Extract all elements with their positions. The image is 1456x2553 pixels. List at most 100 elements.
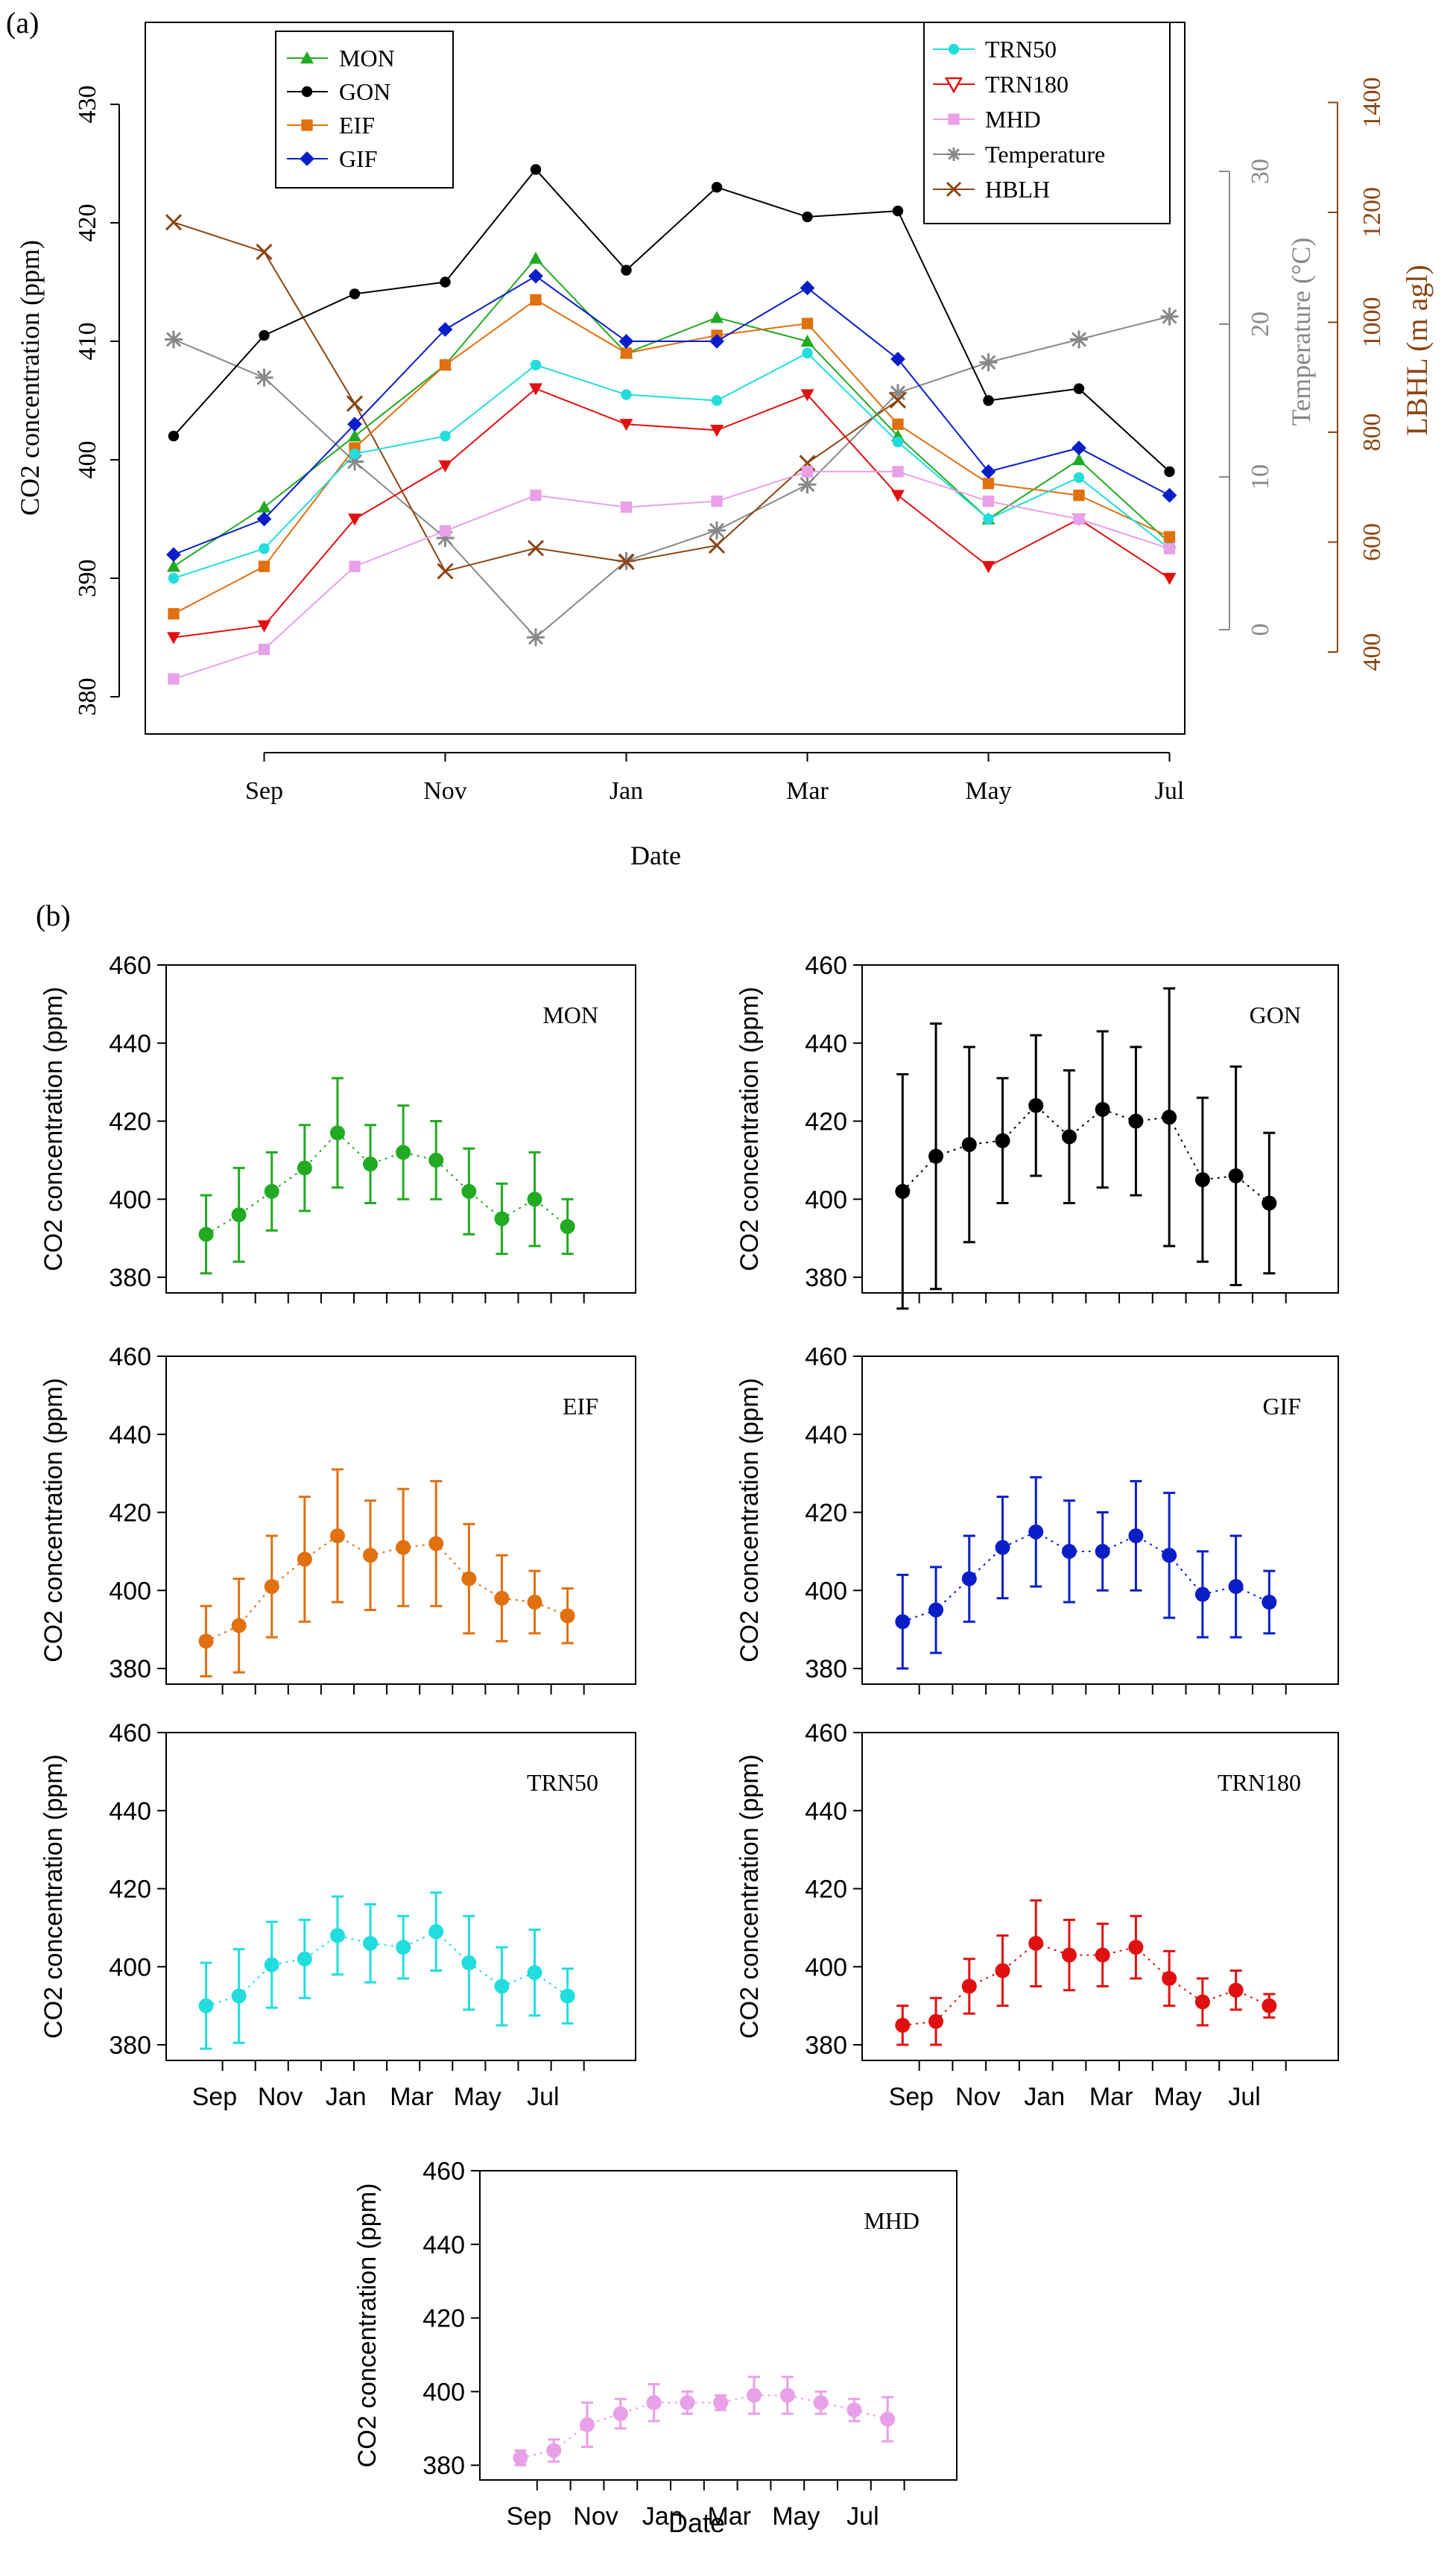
series-gif-point [166,547,181,563]
subplot-eif-point [297,1551,312,1567]
temperature-point-d2 [709,522,725,538]
series-trn50-point [349,448,361,460]
series-mhd-point [439,525,452,537]
series-trn50-line [173,352,1171,579]
subplot-gif-point [895,1614,911,1630]
subplot-eif-point [527,1595,542,1610]
hblh-point-b [889,392,907,409]
series-gon-point [259,329,270,341]
series-gif-point [256,511,272,527]
series-trn180-point [348,513,361,526]
series-gon-point [711,182,723,193]
subplot-mhd-y-tick-label: 400 [422,2378,465,2406]
subplot-mhd-point [880,2411,896,2427]
subplot-mhd-point [546,2443,562,2458]
series-trn180-point [619,419,633,431]
temp-axis-title: Temperature (°C) [1286,238,1316,426]
y-tick-label-a: 420 [74,204,101,242]
subplot-mon-point [560,1218,575,1234]
subplot-mhd-point [613,2406,628,2422]
subplot-mon-y-title: CO2 concentration (ppm) [39,987,68,1271]
series-mon-line [173,257,1171,567]
temperature-point [527,628,545,647]
subplot-trn180-point [1228,1982,1244,1998]
subplot-trn50-x-tick-label: Nov [258,2083,303,2111]
subplot-eif-title: EIF [563,1393,598,1420]
subplot-gif-point [1162,1548,1177,1563]
subplot-mhd-title: MHD [864,2207,920,2234]
series-gon-point [349,288,361,300]
series-trn50-point [1073,472,1085,484]
subplot-gif-y-tick-label: 420 [805,1499,847,1528]
series-eif-point [439,359,452,371]
y-tick-label-a: 380 [74,678,101,716]
subplot-eif-point [363,1548,379,1563]
series-mhd-point [711,496,723,507]
legend-a-entry: MHD [985,106,1041,133]
series-mhd-point [892,466,904,478]
series-mhd-point [258,643,270,656]
subplot-trn180-x-tick-label: Jan [1024,2083,1065,2111]
hblh-point [708,537,726,554]
subplot-gif-point [1194,1586,1210,1602]
subplot-gon-y-tick-label: 460 [805,952,847,980]
temperature-point [979,353,998,372]
temperature-point [165,330,183,349]
subplot-mon-title: MON [542,1002,598,1028]
subplot-trn50-point [461,1955,477,1971]
hblh-point [346,395,364,412]
subplot-trn180-point [1194,1994,1210,2010]
subplot-trn50-x-tick-label: May [454,2083,501,2111]
legend-a-entry: Temperature [985,141,1105,168]
series-mon-point [167,560,180,572]
subplot-gif-point [1228,1579,1244,1595]
series-gon-point [1073,383,1085,394]
series-trn50-point [621,389,632,400]
subplot-mon-y-tick-label: 380 [109,1264,151,1292]
series-mhd-point [1073,513,1085,525]
series-trn50-point [892,436,904,448]
subplot-eif-point [264,1579,279,1595]
lbhl-tick-label: 600 [1358,523,1386,561]
subplot-trn180-point [961,1978,977,1994]
x-tick-label-a: Jan [610,777,643,805]
subplot-eif-y-title: CO2 concentration (ppm) [39,1378,68,1663]
series-mon-point [257,500,271,513]
legend-a-marker [948,113,960,125]
subplot-mhd-x-tick-label: Jul [846,2502,879,2531]
subplot-trn50-x-tick-label: Mar [390,2083,434,2111]
series-trn180-point [1162,572,1177,585]
series-gif-point [890,351,905,367]
subplot-trn180-point [1262,1998,1277,2013]
temperature-point [708,521,726,540]
subplot-trn180-point [1061,1947,1077,1963]
series-eif-point [1163,531,1176,542]
subplot-eif-frame [165,1355,636,1685]
subplot-gif-point [1262,1595,1277,1610]
subplot-trn180-y-tick-label: 440 [805,1797,847,1826]
subplot-gif-y-tick-label: 440 [805,1421,847,1449]
subplot-gif-point [1028,1524,1044,1540]
subplot-mon-point [494,1211,510,1227]
subplot-trn180-point [1095,1947,1110,1963]
series-trn180-point [800,389,814,402]
series-gif-point [709,334,724,349]
subplot-trn50-x-tick-label: Sep [192,2083,238,2111]
temp-tick-label: 10 [1247,464,1274,490]
subplot-mhd-connector [520,2394,888,2459]
subplot-trn180-connector [902,1942,1270,2026]
subplot-trn50-y-tick-label: 420 [109,1876,151,1904]
y-axis-title-a: CO2 concentration (ppm) [15,240,45,516]
series-mhd-point [349,560,361,572]
subplot-mon-point [363,1157,379,1172]
subplot-trn180-y-title: CO2 concentration (ppm) [735,1754,764,2039]
series-gif-point [528,268,543,284]
subplot-trn50-title: TRN50 [527,1769,598,1796]
lbhl-tick-label: 1400 [1358,77,1386,128]
subplot-eif-point [198,1633,214,1649]
series-eif-point [982,478,995,490]
subplot-trn50-y-tick-label: 460 [109,1719,151,1747]
plot-a-frame [145,22,1186,735]
subplot-gon-point [895,1183,911,1199]
subplot-gif-point [1061,1543,1077,1559]
